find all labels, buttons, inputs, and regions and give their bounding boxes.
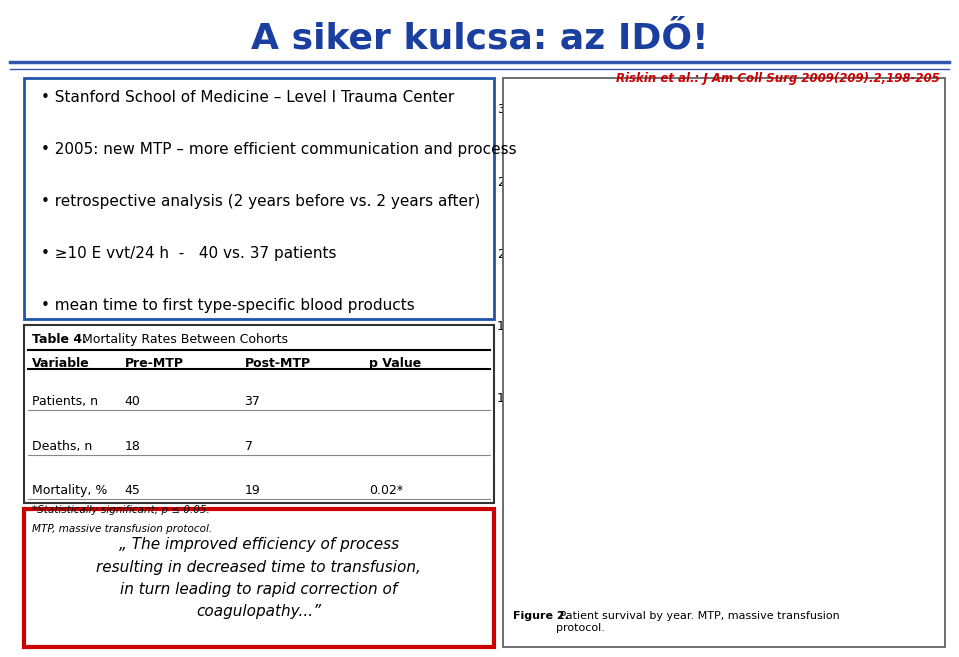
- Text: Figure 2.: Figure 2.: [513, 611, 569, 621]
- Text: Mortality, %: Mortality, %: [32, 484, 107, 497]
- Text: *Statistically significant; p ≤ 0.05.: *Statistically significant; p ≤ 0.05.: [32, 505, 209, 515]
- Text: Patients, n: Patients, n: [32, 395, 98, 408]
- Text: Riskin et al.: J Am Coll Surg 2009(209).2,198-205: Riskin et al.: J Am Coll Surg 2009(209).…: [616, 72, 940, 85]
- Text: 37: 37: [245, 395, 261, 408]
- Bar: [645, 369, 703, 542]
- Text: MTP: MTP: [710, 622, 743, 635]
- Text: • 2005: new MTP – more efficient communication and process: • 2005: new MTP – more efficient communi…: [41, 142, 517, 157]
- Legend: Survivors, Deaths: Survivors, Deaths: [836, 114, 924, 156]
- Bar: [750, 484, 807, 542]
- Text: 45: 45: [125, 484, 141, 497]
- Text: Deaths, n: Deaths, n: [32, 440, 92, 453]
- Text: MTP, massive transfusion protocol.: MTP, massive transfusion protocol.: [32, 524, 212, 533]
- Bar: [541, 455, 598, 542]
- Text: Pre-MTP: Pre-MTP: [125, 357, 184, 370]
- Text: Post-MTP: Post-MTP: [245, 357, 311, 370]
- Text: p Value: p Value: [369, 357, 421, 370]
- Bar: [854, 499, 912, 542]
- Text: • retrospective analysis (2 years before vs. 2 years after): • retrospective analysis (2 years before…: [41, 194, 480, 209]
- Bar: [541, 311, 598, 455]
- Text: „ The improved efficiency of process
resulting in decreased time to transfusion,: „ The improved efficiency of process res…: [97, 537, 421, 619]
- Text: • mean time to first type-specific blood products: • mean time to first type-specific blood…: [41, 298, 415, 313]
- Text: 19: 19: [245, 484, 260, 497]
- Text: 0.02*: 0.02*: [369, 484, 404, 497]
- Text: Variable: Variable: [32, 357, 89, 370]
- Bar: [854, 282, 912, 499]
- Text: 7: 7: [245, 440, 252, 453]
- Text: Table 4.: Table 4.: [32, 333, 86, 346]
- Text: 18: 18: [125, 440, 141, 453]
- Text: • ≥10 E vvt/24 h  -   40 vs. 37 patients: • ≥10 E vvt/24 h - 40 vs. 37 patients: [41, 246, 337, 261]
- Bar: [750, 267, 807, 484]
- Text: 40: 40: [125, 395, 141, 408]
- Text: A siker kulcsa: az IDŐ!: A siker kulcsa: az IDŐ!: [250, 21, 709, 55]
- Text: Mortality Rates Between Cohorts: Mortality Rates Between Cohorts: [78, 333, 288, 346]
- Bar: [645, 195, 703, 369]
- Text: • Stanford School of Medicine – Level I Trauma Center: • Stanford School of Medicine – Level I …: [41, 90, 455, 104]
- Text: Patient survival by year. MTP, massive transfusion
protocol.: Patient survival by year. MTP, massive t…: [556, 611, 840, 633]
